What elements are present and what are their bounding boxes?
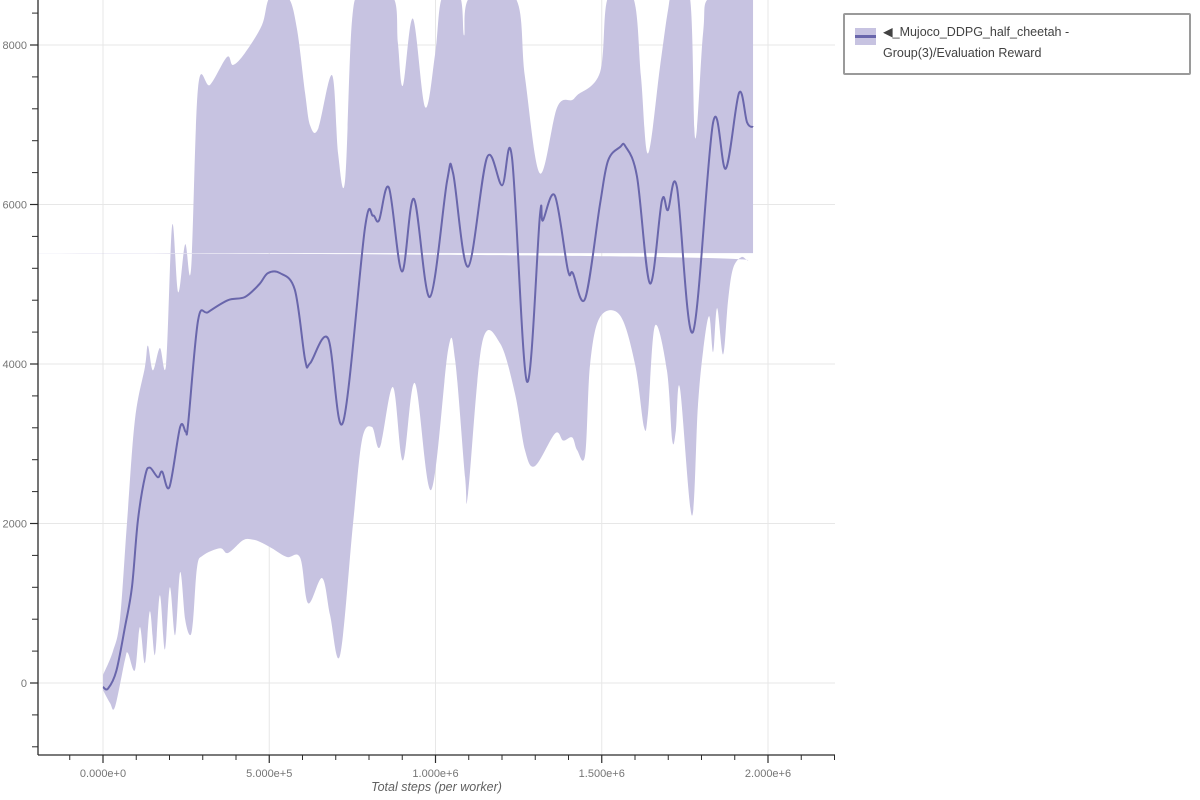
legend-item[interactable]: ◀_Mujoco_DDPG_half_cheetah - Group(3)/Ev… xyxy=(855,22,1179,64)
y-tick-label: 6000 xyxy=(3,200,27,212)
x-tick-label: 0.000e+0 xyxy=(80,768,126,780)
legend-label: ◀_Mujoco_DDPG_half_cheetah - Group(3)/Ev… xyxy=(883,25,1070,60)
x-axis-title: Total steps (per worker) xyxy=(371,780,502,794)
legend: ◀_Mujoco_DDPG_half_cheetah - Group(3)/Ev… xyxy=(843,13,1191,75)
legend-band-swatch-icon xyxy=(855,28,876,45)
y-tick-label: 0 xyxy=(21,678,27,690)
y-tick-label: 8000 xyxy=(3,40,27,52)
y-tick-label: 4000 xyxy=(3,359,27,371)
x-tick-label: 2.000e+6 xyxy=(745,768,791,780)
mean-line xyxy=(102,90,754,691)
x-tick-label: 1.000e+6 xyxy=(412,768,458,780)
legend-line-icon xyxy=(855,35,876,38)
confidence-band xyxy=(38,0,754,710)
y-tick-label: 2000 xyxy=(3,519,27,531)
x-tick-label: 5.000e+5 xyxy=(246,768,292,780)
x-tick-label: 1.500e+6 xyxy=(579,768,625,780)
series-evaluation-reward xyxy=(38,0,754,710)
axes xyxy=(37,0,835,756)
tick-labels: 0 2000 4000 6000 8000 0.000e+0 5.000e+5 1.000e+… xyxy=(3,40,792,780)
tick-marks xyxy=(30,12,835,763)
